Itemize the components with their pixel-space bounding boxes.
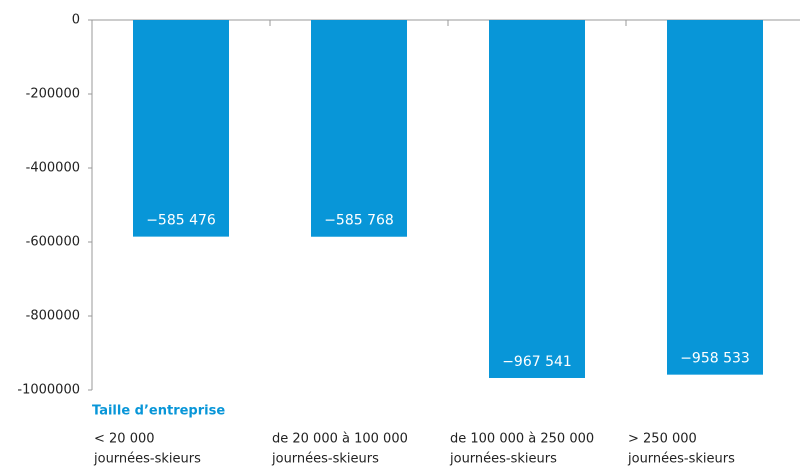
bar [489,20,585,378]
y-tick-label: -400000 [26,161,80,176]
data-label: −585 476 [146,213,216,229]
y-tick-label: -800000 [26,309,80,324]
x-tick-label: < 20 000 [94,432,155,447]
x-tick-label: journées-skieurs [449,452,557,467]
y-tick-label: -1000000 [17,383,80,398]
x-tick-label: > 250 000 [628,432,697,447]
bar [667,20,763,375]
y-tick-label: 0 [72,13,80,28]
x-tick-label: de 100 000 à 250 000 [450,432,594,447]
x-tick-label: journées-skieurs [93,452,201,467]
x-tick-label: journées-skieurs [627,452,735,467]
y-tick-label: -200000 [26,87,80,102]
x-tick-label: journées-skieurs [271,452,379,467]
data-label: −958 533 [680,351,750,367]
bar [133,20,229,237]
bar [311,20,407,237]
data-label: −967 541 [502,354,572,370]
x-axis-label: Taille d’entreprise [92,404,225,419]
y-tick-label: -600000 [26,235,80,250]
x-tick-label: de 20 000 à 100 000 [272,432,408,447]
data-label: −585 768 [324,213,394,229]
